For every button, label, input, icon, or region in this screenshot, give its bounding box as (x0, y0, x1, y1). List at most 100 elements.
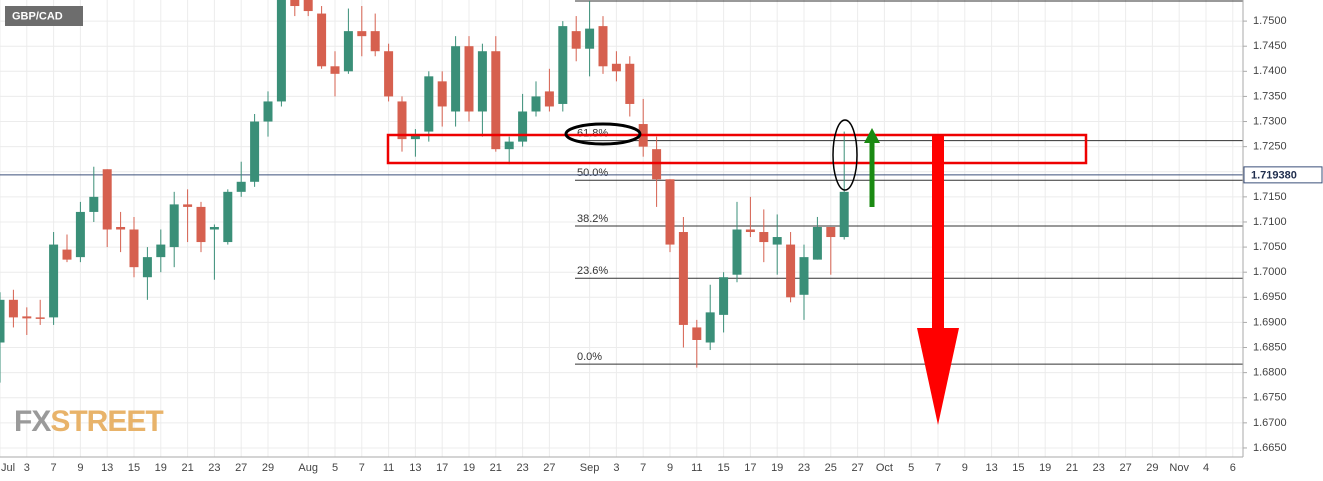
x-tick-label: 15 (717, 462, 729, 474)
candle-body (116, 226, 126, 230)
x-tick-label: 4 (1203, 462, 1209, 474)
x-tick-label: Jul (1, 462, 15, 474)
candle-body (544, 91, 554, 107)
x-tick-label: 25 (825, 462, 837, 474)
x-tick-label: 17 (744, 462, 756, 474)
x-tick-label: 9 (962, 462, 968, 474)
axes: 1.6650 1.6700 1.6750 1.6800 1.6850 1.6900 1.69… (1, 15, 1323, 474)
y-tick-label: 1.6850 (1253, 341, 1287, 353)
fib-label: 50.0% (577, 167, 608, 179)
highlight-ellipse (564, 122, 642, 146)
x-tick-label: 13 (985, 462, 997, 474)
x-tick-label: 17 (436, 462, 448, 474)
candle-body (410, 134, 420, 140)
y-tick-label: 1.6750 (1253, 392, 1287, 404)
x-tick-label: 7 (51, 462, 57, 474)
x-tick-label: 23 (798, 462, 810, 474)
candle-body (598, 26, 608, 67)
x-tick-label: Nov (1169, 462, 1189, 474)
candle-body (62, 249, 72, 260)
x-tick-label: 29 (1146, 462, 1158, 474)
candle-body (276, 0, 286, 102)
candle-body (169, 204, 179, 248)
x-tick-label: 21 (181, 462, 193, 474)
y-tick-label: 1.7050 (1253, 241, 1287, 253)
down-arrow-head (917, 328, 959, 425)
x-tick-label: 23 (208, 462, 220, 474)
fib-label: 61.8% (577, 128, 608, 140)
candle-body (464, 46, 474, 112)
fib-label: 0.0% (577, 351, 602, 363)
x-tick-label: 19 (155, 462, 167, 474)
candle-body (719, 277, 729, 315)
x-tick-label: 3 (613, 462, 619, 474)
candle-body (49, 244, 59, 318)
y-tick-label: 1.6700 (1253, 417, 1287, 429)
candle-body (290, 0, 300, 7)
candle-body (357, 31, 367, 37)
y-tick-label: 1.7250 (1253, 141, 1287, 153)
candle-body (236, 181, 246, 192)
candle-body (786, 244, 796, 298)
candle-body (223, 191, 233, 243)
candle-body (611, 63, 621, 72)
candle-body (263, 101, 273, 122)
y-tick-label: 1.6800 (1253, 367, 1287, 379)
candle-body (665, 179, 675, 245)
y-tick-label: 1.7500 (1253, 15, 1287, 27)
x-tick-label: 3 (24, 462, 30, 474)
watermark-street: STREET (50, 405, 163, 438)
x-tick-label: 27 (851, 462, 863, 474)
x-tick-label: 9 (77, 462, 83, 474)
x-tick-label: 6 (1230, 462, 1236, 474)
x-tick-label: 7 (935, 462, 941, 474)
y-tick-label: 1.7300 (1253, 115, 1287, 127)
x-tick-label: Oct (876, 462, 893, 474)
candle-body (812, 226, 822, 260)
y-tick-label: 1.6950 (1253, 291, 1287, 303)
candle-body (705, 312, 715, 343)
candle-body (317, 13, 327, 67)
fib-label: 23.6% (577, 265, 608, 277)
candle-body (8, 299, 18, 318)
x-tick-label: 5 (908, 462, 914, 474)
candle-body (558, 26, 568, 104)
candle-body (531, 96, 541, 112)
x-tick-label: Aug (298, 462, 318, 474)
x-tick-label: 23 (1093, 462, 1105, 474)
candle-body (839, 191, 849, 238)
x-tick-label: 27 (543, 462, 555, 474)
candle-body (209, 226, 219, 230)
y-tick-label: 1.6650 (1253, 442, 1287, 454)
symbol: GBP/CAD (12, 10, 63, 22)
candle-body (156, 244, 166, 258)
watermark: FXSTREET (14, 405, 163, 438)
candle-body (585, 28, 595, 49)
candle-body (330, 66, 340, 74)
candle-body (183, 204, 193, 207)
candle-body (437, 81, 447, 107)
candle-body (504, 141, 514, 150)
grid (0, 0, 1243, 457)
down-arrow (932, 136, 944, 330)
x-tick-label: 11 (383, 462, 394, 474)
fibonacci: 100.0%61.8%50.0%38.2%23.6%0.0% (0, 0, 1243, 365)
candle-body (142, 257, 152, 278)
candle-body (129, 229, 139, 268)
candle-body (384, 51, 394, 97)
x-tick-label: 7 (359, 462, 365, 474)
resistance-zone (386, 133, 1088, 165)
candle-body (75, 211, 85, 258)
y-tick-label: 1.7150 (1253, 191, 1287, 203)
x-tick-label: Sep (580, 462, 600, 474)
x-tick-label: 19 (771, 462, 783, 474)
x-tick-label: 15 (128, 462, 140, 474)
candle-body (89, 196, 99, 212)
candle-body (799, 257, 809, 295)
symbol-box (5, 6, 83, 26)
candle-body (745, 229, 755, 233)
x-tick-label: 19 (1039, 462, 1051, 474)
x-tick-label: 5 (332, 462, 338, 474)
